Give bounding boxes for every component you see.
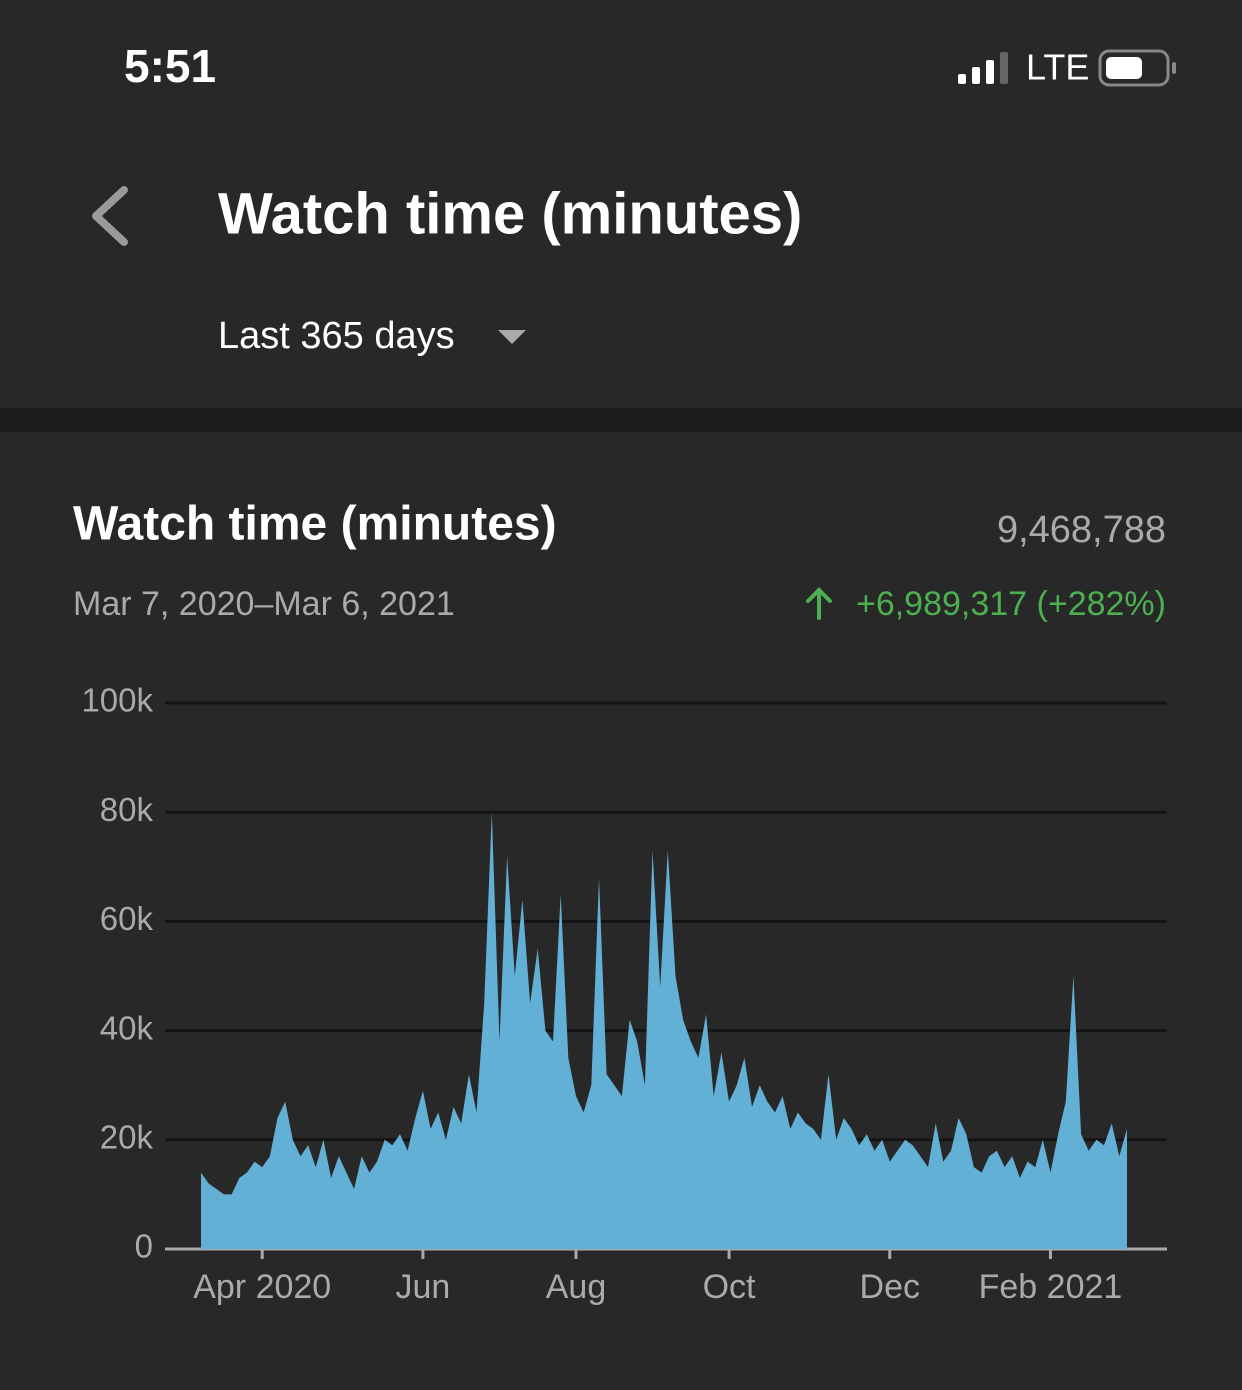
signal-icon [958, 52, 1008, 84]
status-time: 5:51 [124, 40, 216, 92]
change-value: +6,989,317 (+282%) [856, 585, 1166, 623]
area [201, 812, 1127, 1249]
chart: 0 20k 40k 60k 80k 100k Apr 2020 Jun Aug Oct Dec Feb… [81, 682, 1167, 1306]
y-tick-label: 20k [100, 1119, 154, 1156]
period-selector[interactable]: Last 365 days [218, 315, 455, 357]
up-arrow [806, 587, 832, 620]
y-tick-label: 40k [100, 1009, 154, 1046]
status-network: LTE [1026, 47, 1089, 88]
separator [0, 408, 1242, 432]
date-range: Mar 7, 2020–Mar 6, 2021 [73, 585, 455, 623]
x-tick-label: Feb 2021 [979, 1268, 1123, 1306]
y-tick-label: 60k [100, 900, 154, 937]
battery-icon [1098, 49, 1176, 87]
total-value: 9,468,788 [997, 509, 1166, 551]
back-button[interactable] [92, 186, 128, 246]
y-tick-label: 100k [81, 682, 153, 719]
y-tick-label: 0 [135, 1228, 153, 1265]
x-tick-label: Dec [860, 1268, 920, 1306]
x-tick-label: Apr 2020 [193, 1268, 331, 1306]
dropdown-caret[interactable] [498, 330, 526, 344]
header-background [0, 0, 1242, 408]
card-title: Watch time (minutes) [73, 498, 557, 551]
page-title: Watch time (minutes) [218, 181, 802, 246]
x-tick-label: Oct [703, 1268, 756, 1306]
y-tick-label: 80k [100, 791, 154, 828]
x-tick-label: Aug [546, 1268, 607, 1306]
x-tick-label: Jun [396, 1268, 451, 1306]
